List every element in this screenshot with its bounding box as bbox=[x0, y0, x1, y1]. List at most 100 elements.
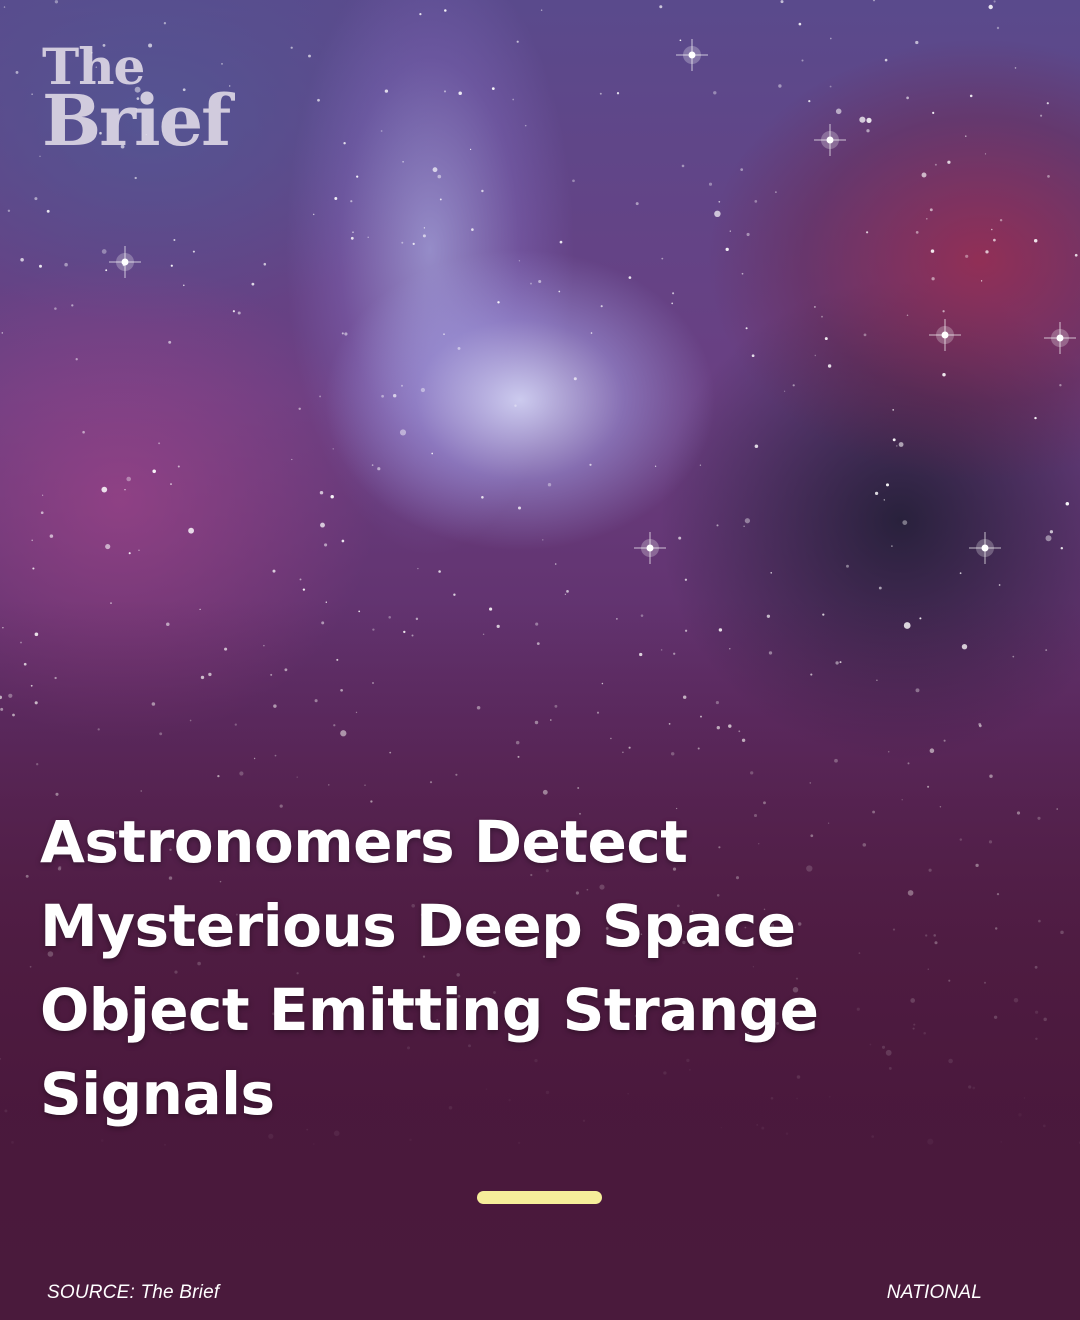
star bbox=[46, 209, 50, 213]
star bbox=[743, 525, 745, 527]
star bbox=[183, 284, 185, 287]
star bbox=[1074, 253, 1078, 257]
star bbox=[947, 160, 951, 164]
star bbox=[134, 176, 137, 180]
star bbox=[885, 483, 890, 487]
star bbox=[934, 163, 937, 166]
star bbox=[590, 332, 593, 334]
star bbox=[518, 260, 521, 262]
star bbox=[481, 189, 484, 193]
star bbox=[31, 93, 33, 95]
star bbox=[158, 442, 161, 445]
star bbox=[895, 445, 898, 447]
star bbox=[921, 172, 927, 178]
star bbox=[432, 167, 438, 173]
star bbox=[725, 247, 729, 252]
star bbox=[866, 129, 870, 133]
star bbox=[741, 272, 744, 275]
star bbox=[497, 301, 500, 304]
brand-logo: The Brief bbox=[42, 42, 231, 156]
category-label: NATIONAL bbox=[886, 1282, 982, 1303]
star bbox=[105, 544, 111, 550]
star bbox=[878, 586, 882, 590]
star bbox=[859, 116, 866, 123]
star bbox=[745, 327, 748, 330]
bright-star bbox=[969, 532, 1001, 564]
star bbox=[892, 438, 896, 442]
star bbox=[1, 332, 4, 334]
star bbox=[915, 231, 919, 234]
star bbox=[866, 117, 872, 123]
star bbox=[20, 258, 24, 262]
star bbox=[170, 483, 172, 486]
star bbox=[251, 282, 255, 286]
star bbox=[319, 395, 322, 398]
star bbox=[437, 174, 442, 179]
star bbox=[792, 384, 795, 387]
star bbox=[128, 552, 131, 555]
star bbox=[740, 168, 744, 171]
star bbox=[547, 483, 552, 487]
star bbox=[170, 264, 173, 267]
star bbox=[1046, 102, 1049, 105]
star bbox=[915, 40, 919, 45]
star bbox=[699, 464, 702, 466]
star bbox=[380, 130, 383, 132]
star bbox=[874, 491, 879, 496]
star bbox=[965, 254, 969, 258]
star bbox=[402, 160, 404, 163]
star bbox=[993, 238, 996, 242]
star bbox=[173, 239, 176, 241]
bright-star bbox=[814, 124, 846, 156]
star bbox=[192, 250, 195, 253]
star bbox=[780, 0, 784, 4]
star bbox=[801, 59, 804, 62]
star bbox=[718, 200, 721, 203]
star bbox=[99, 131, 102, 135]
star bbox=[930, 249, 935, 253]
star bbox=[263, 262, 267, 266]
star bbox=[942, 372, 946, 377]
star bbox=[898, 442, 904, 447]
bright-star bbox=[634, 532, 666, 564]
star bbox=[105, 269, 108, 272]
star bbox=[443, 90, 447, 93]
star bbox=[39, 264, 42, 268]
star bbox=[906, 96, 909, 100]
star bbox=[884, 58, 888, 62]
star bbox=[302, 588, 306, 591]
star bbox=[600, 305, 603, 308]
star bbox=[906, 314, 909, 317]
star bbox=[616, 92, 620, 95]
star bbox=[401, 384, 403, 387]
star bbox=[188, 527, 194, 534]
star bbox=[813, 305, 816, 308]
accent-bar bbox=[477, 1191, 602, 1204]
star bbox=[54, 0, 59, 4]
star bbox=[54, 307, 57, 310]
star bbox=[996, 26, 1000, 30]
star bbox=[872, 0, 876, 2]
star bbox=[554, 563, 557, 565]
star bbox=[491, 87, 495, 90]
star bbox=[671, 302, 674, 305]
star bbox=[1059, 384, 1062, 387]
star bbox=[891, 545, 893, 547]
star bbox=[566, 590, 569, 593]
star bbox=[514, 404, 517, 407]
star bbox=[965, 135, 967, 137]
star bbox=[330, 494, 334, 499]
star bbox=[32, 567, 35, 570]
star bbox=[678, 536, 682, 540]
star bbox=[334, 197, 338, 200]
star bbox=[145, 133, 147, 136]
star bbox=[572, 179, 575, 183]
star bbox=[423, 227, 426, 229]
star bbox=[778, 84, 782, 88]
star bbox=[481, 496, 484, 499]
star bbox=[512, 98, 515, 101]
headline: Astronomers Detect Mysterious Deep Space… bbox=[40, 800, 940, 1136]
star bbox=[439, 198, 442, 201]
star bbox=[350, 200, 353, 203]
